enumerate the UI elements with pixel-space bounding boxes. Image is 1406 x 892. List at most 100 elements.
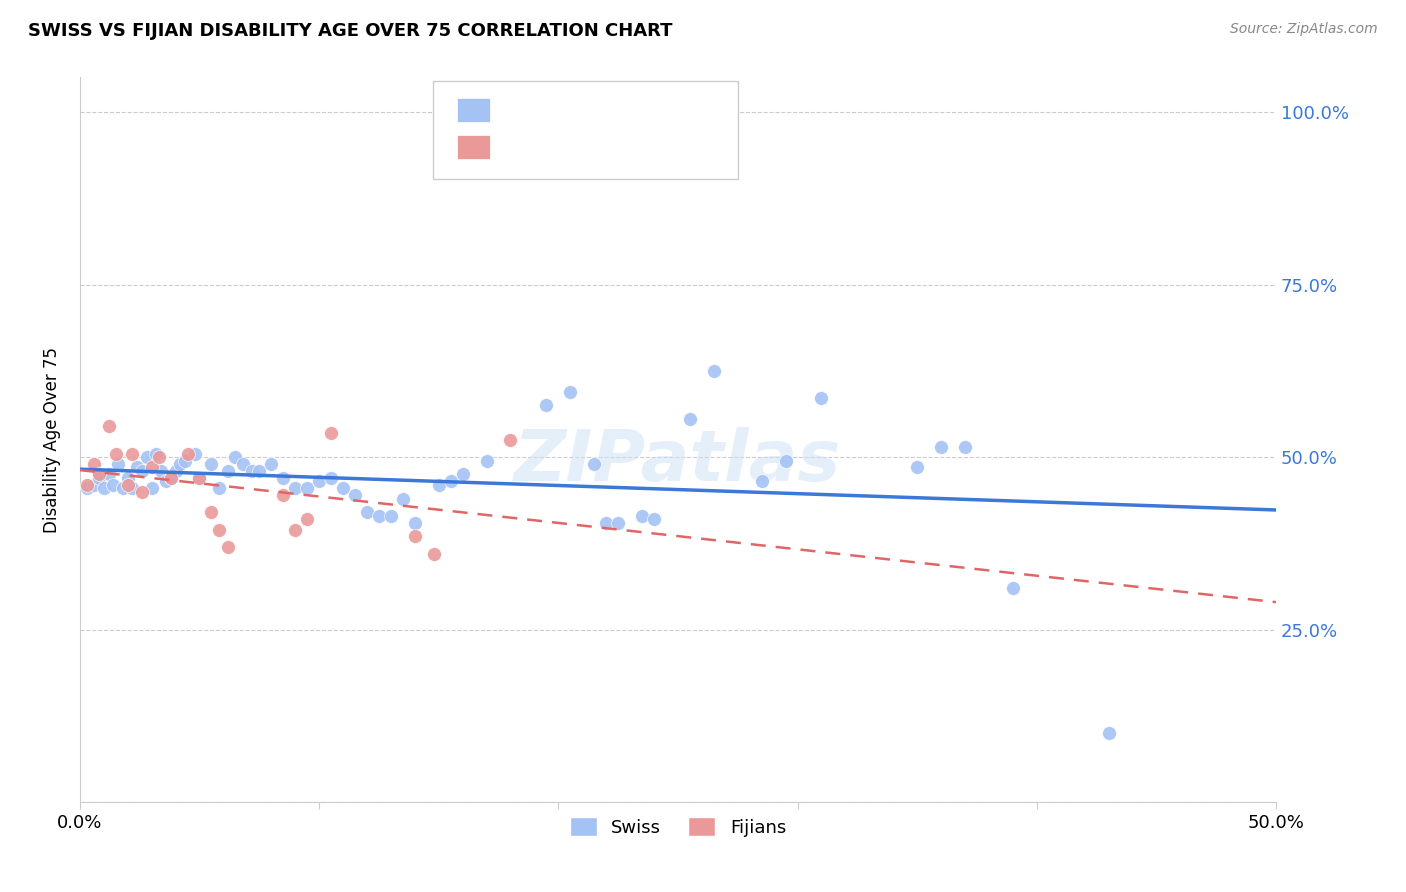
- Point: [332, 481, 354, 495]
- Point: [631, 508, 654, 523]
- Point: [165, 464, 187, 478]
- Point: [295, 512, 318, 526]
- Point: [141, 460, 163, 475]
- Point: [953, 440, 976, 454]
- Point: [97, 467, 120, 482]
- Point: [97, 419, 120, 434]
- Point: [111, 481, 134, 495]
- Point: [905, 460, 928, 475]
- Point: [775, 453, 797, 467]
- Text: 64: 64: [661, 102, 686, 120]
- FancyBboxPatch shape: [457, 135, 491, 159]
- Text: 23: 23: [661, 137, 686, 156]
- Point: [169, 457, 191, 471]
- Text: 0.321: 0.321: [546, 102, 602, 120]
- Point: [83, 477, 105, 491]
- Point: [679, 412, 702, 426]
- Point: [391, 491, 413, 506]
- Point: [380, 508, 402, 523]
- Point: [703, 364, 725, 378]
- Point: [107, 457, 129, 471]
- Point: [1097, 726, 1119, 740]
- Point: [356, 505, 378, 519]
- Point: [404, 516, 426, 530]
- Point: [174, 453, 197, 467]
- Point: [240, 464, 263, 478]
- Point: [121, 481, 143, 495]
- Point: [319, 471, 342, 485]
- Point: [451, 467, 474, 482]
- Point: [135, 450, 157, 464]
- Point: [247, 464, 270, 478]
- Point: [117, 477, 139, 491]
- Point: [929, 440, 952, 454]
- Text: SWISS VS FIJIAN DISABILITY AGE OVER 75 CORRELATION CHART: SWISS VS FIJIAN DISABILITY AGE OVER 75 C…: [28, 22, 672, 40]
- Point: [148, 450, 170, 464]
- Text: R =: R =: [499, 102, 538, 120]
- Point: [232, 457, 254, 471]
- Point: [217, 464, 239, 478]
- Y-axis label: Disability Age Over 75: Disability Age Over 75: [44, 347, 60, 533]
- Point: [284, 481, 307, 495]
- Text: N =: N =: [598, 102, 650, 120]
- Point: [560, 384, 582, 399]
- Point: [343, 488, 366, 502]
- Point: [145, 447, 167, 461]
- Point: [319, 425, 342, 440]
- Point: [200, 457, 222, 471]
- Point: [440, 475, 463, 489]
- Point: [93, 481, 115, 495]
- Point: [207, 481, 229, 495]
- Point: [284, 523, 307, 537]
- Point: [131, 484, 153, 499]
- Point: [103, 477, 125, 491]
- Point: [271, 488, 294, 502]
- Point: [183, 447, 205, 461]
- Point: [176, 447, 198, 461]
- Point: [207, 523, 229, 537]
- Point: [224, 450, 246, 464]
- Point: [188, 471, 211, 485]
- Point: [271, 471, 294, 485]
- Point: [76, 481, 98, 495]
- FancyBboxPatch shape: [433, 81, 738, 179]
- Point: [87, 467, 110, 482]
- Text: N =: N =: [598, 137, 650, 156]
- Legend: Swiss, Fijians: Swiss, Fijians: [562, 810, 793, 844]
- Text: Source: ZipAtlas.com: Source: ZipAtlas.com: [1230, 22, 1378, 37]
- Point: [87, 471, 110, 485]
- Point: [188, 471, 211, 485]
- Point: [117, 471, 139, 485]
- Point: [583, 457, 606, 471]
- Point: [260, 457, 283, 471]
- Point: [810, 392, 832, 406]
- Text: R =: R =: [499, 137, 538, 156]
- Point: [155, 475, 177, 489]
- Point: [200, 505, 222, 519]
- Point: [121, 447, 143, 461]
- Point: [150, 464, 173, 478]
- Point: [1001, 581, 1024, 595]
- Point: [499, 433, 522, 447]
- FancyBboxPatch shape: [457, 98, 491, 122]
- Point: [643, 512, 665, 526]
- Point: [536, 398, 558, 412]
- Point: [76, 477, 98, 491]
- Point: [159, 471, 181, 485]
- Point: [423, 547, 446, 561]
- Point: [404, 529, 426, 543]
- Text: 0.406: 0.406: [546, 137, 602, 156]
- Point: [367, 508, 389, 523]
- Point: [475, 453, 498, 467]
- Point: [104, 447, 127, 461]
- Point: [217, 540, 239, 554]
- Point: [141, 481, 163, 495]
- Point: [295, 481, 318, 495]
- Point: [595, 516, 617, 530]
- Point: [607, 516, 630, 530]
- Point: [751, 475, 773, 489]
- Point: [308, 475, 330, 489]
- Point: [83, 457, 105, 471]
- Point: [159, 471, 181, 485]
- Point: [131, 464, 153, 478]
